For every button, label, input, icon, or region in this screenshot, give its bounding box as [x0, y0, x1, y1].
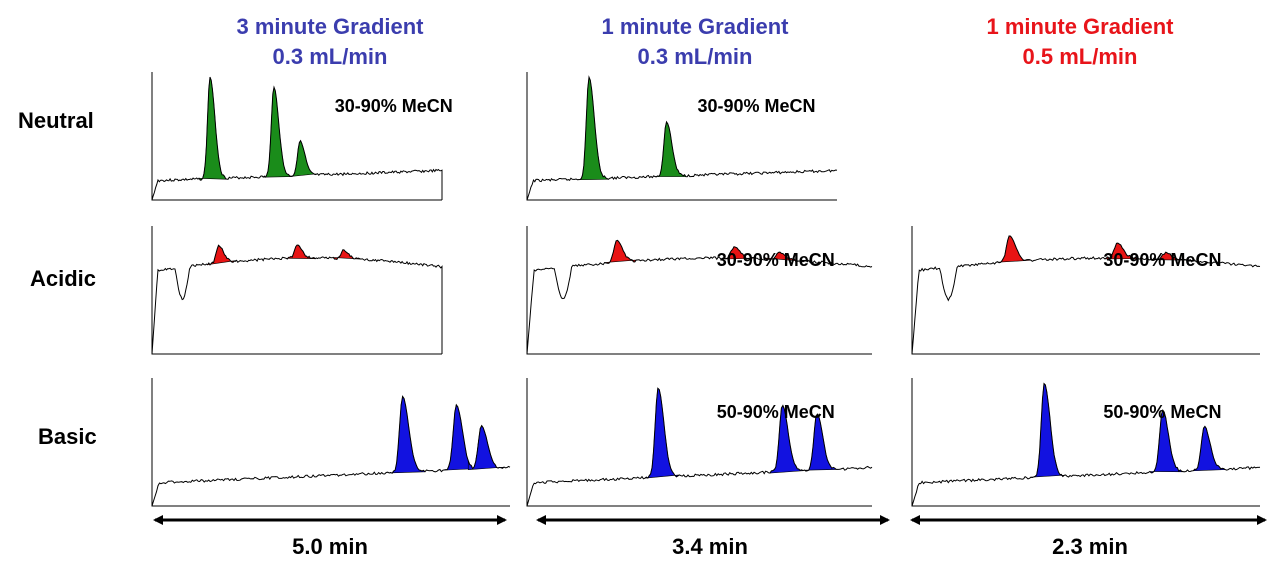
- panel-acidic-3: 30-90% MeCN: [911, 226, 1261, 355]
- peak-1: [388, 395, 426, 474]
- chromatogram-trace: [526, 75, 838, 201]
- peak-2: [262, 86, 293, 178]
- condition-label: 50-90% MeCN: [717, 402, 835, 422]
- panel-neutral-2: 30-90% MeCN: [526, 72, 838, 201]
- column-title-2: 1 minute Gradient 0.3 mL/min: [515, 12, 875, 72]
- peak-3: [1191, 425, 1226, 472]
- row-label-basic: Basic: [38, 424, 97, 449]
- condition-label: 30-90% MeCN: [1103, 250, 1221, 270]
- peak-2: [442, 404, 479, 471]
- row-label-acidic: Acidic: [30, 266, 97, 291]
- column-title-2-line1: 1 minute Gradient: [601, 14, 789, 39]
- column-title-3: 1 minute Gradient 0.5 mL/min: [900, 12, 1260, 72]
- column-title-1-line2: 0.3 mL/min: [272, 44, 388, 69]
- condition-label: 30-90% MeCN: [335, 96, 453, 116]
- panel-acidic-1: [151, 226, 443, 355]
- peak-1: [604, 239, 638, 264]
- duration-label-2: 3.4 min: [672, 534, 748, 559]
- panel-axis: [526, 226, 872, 355]
- condition-label: 30-90% MeCN: [698, 96, 816, 116]
- peak-2: [654, 121, 687, 178]
- column-title-1: 3 minute Gradient 0.3 mL/min: [150, 12, 510, 72]
- duration-label-3: 2.3 min: [1052, 534, 1128, 559]
- column-title-2-line2: 0.3 mL/min: [637, 44, 753, 69]
- panel-basic-3: 50-90% MeCN: [911, 378, 1261, 507]
- peak-1: [644, 387, 680, 479]
- chromatogram-trace: [151, 244, 443, 355]
- peak-3: [804, 413, 838, 472]
- peak-1: [198, 77, 229, 181]
- chromatogram-trace: [911, 235, 1261, 355]
- peak-3: [467, 425, 505, 471]
- condition-label: 30-90% MeCN: [717, 250, 835, 270]
- panel-neutral-1: 30-90% MeCN: [151, 72, 453, 201]
- panel-acidic-2: 30-90% MeCN: [526, 226, 873, 355]
- panel-basic-1: [151, 378, 511, 507]
- condition-label: 50-90% MeCN: [1103, 402, 1221, 422]
- chromatogram-trace: [911, 382, 1261, 507]
- chromatogram-trace: [151, 395, 511, 507]
- column-title-1-line1: 3 minute Gradient: [236, 14, 424, 39]
- chromatogram-trace: [526, 239, 873, 355]
- panel-axis: [911, 226, 1260, 355]
- peak-1: [577, 77, 609, 181]
- column-title-3-line1: 1 minute Gradient: [986, 14, 1174, 39]
- chromatogram-trace: [151, 76, 443, 201]
- duration-label-1: 5.0 min: [292, 534, 368, 559]
- peak-1: [1030, 382, 1066, 478]
- row-label-neutral: Neutral: [18, 108, 94, 133]
- peak-3: [289, 140, 318, 177]
- panel-basic-2: 50-90% MeCN: [526, 378, 873, 507]
- column-title-3-line2: 0.5 mL/min: [1022, 44, 1138, 69]
- chromatogram-trace: [526, 387, 873, 507]
- panel-axis: [526, 72, 837, 201]
- panel-axis: [151, 72, 442, 201]
